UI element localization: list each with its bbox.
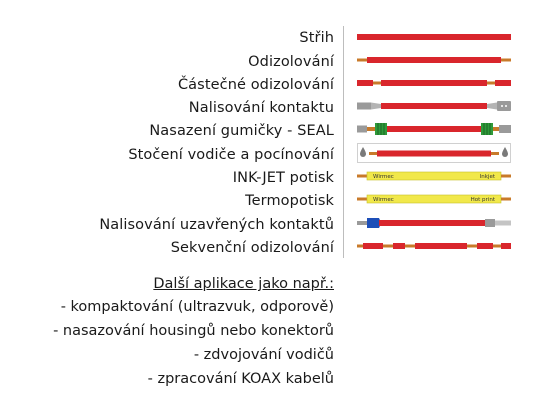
wire-partial-strip-icon	[357, 80, 511, 86]
inkjet-print-left: Wirmec	[373, 174, 394, 180]
application-item: - zpracování KOAX kabelů	[147, 371, 334, 387]
label-closed-contacts: Nalisování uzavřených kontaktů	[99, 217, 334, 233]
tin-drop-icon	[360, 147, 366, 157]
wire-hotprint-icon: Wirmec Hot print	[357, 194, 511, 204]
wire-sequential-strip-icon	[357, 243, 511, 249]
wire-cut-icon	[357, 34, 511, 40]
label-inkjet: INK-JET potisk	[232, 170, 334, 186]
label-sequential-strip: Sekvenční odizolování	[170, 240, 334, 256]
wire-closed-contacts-icon	[357, 218, 511, 228]
wire-seal-icon	[357, 123, 511, 135]
application-item: - zdvojování vodičů	[193, 347, 334, 363]
wire-twist-tin-icon	[357, 143, 511, 163]
application-item: - nasazování housingů nebo konektorů	[53, 323, 334, 339]
label-strip: Odizolování	[248, 54, 334, 70]
label-hotprint: Termopotisk	[245, 193, 334, 209]
hotprint-print-right: Hot print	[471, 197, 496, 203]
label-seal: Nasazení gumičky - SEAL	[149, 123, 334, 139]
application-item: - kompaktování (ultrazvuk, odporově)	[60, 299, 334, 315]
wire-strip-icon	[357, 57, 511, 63]
label-crimp-contact: Nalisování kontaktu	[188, 100, 334, 116]
inkjet-print-right: Inkjet	[480, 174, 496, 180]
label-cut: Střih	[299, 30, 334, 46]
wire-crimp-contact-icon	[357, 101, 511, 111]
label-partial-strip: Částečné odizolování	[177, 77, 334, 93]
hotprint-print-left: Wirmec	[373, 197, 394, 203]
divider-line	[343, 26, 344, 258]
applications-heading: Další aplikace jako např.:	[153, 276, 334, 292]
wire-inkjet-icon: Wirmec Inkjet	[357, 171, 511, 181]
label-twist-tin: Stočení vodiče a pocínování	[128, 147, 334, 163]
